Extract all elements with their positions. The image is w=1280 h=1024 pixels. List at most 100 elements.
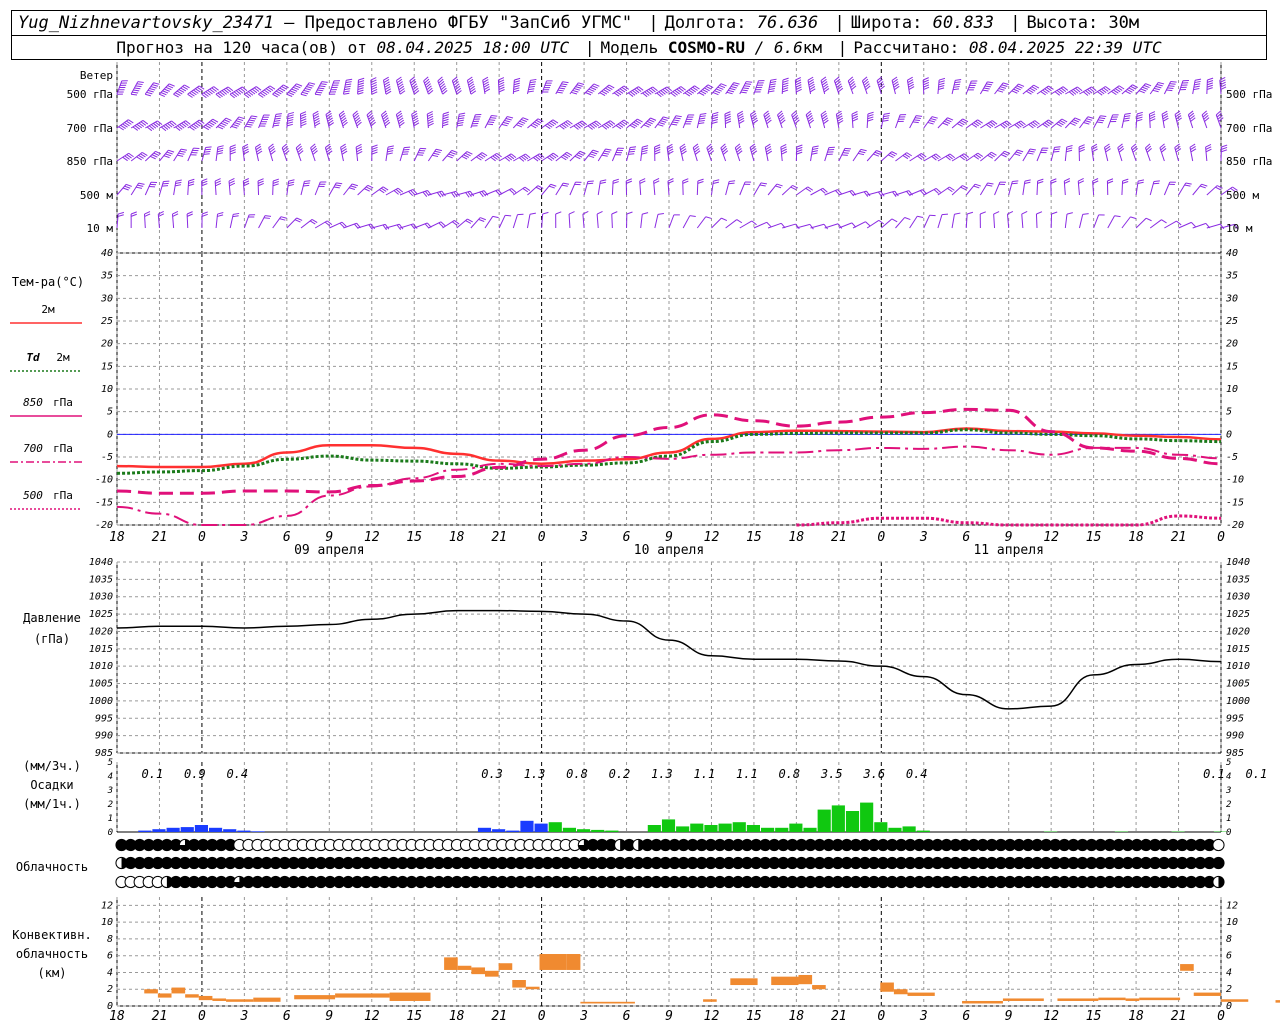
cloud-symbol-fill bbox=[1095, 857, 1107, 869]
wind-barb-feather bbox=[284, 150, 290, 155]
cloud-symbol-fill bbox=[1095, 839, 1107, 851]
wind-barb-feather bbox=[867, 111, 874, 115]
press-tick-left: 1000 bbox=[89, 696, 113, 707]
wind-barb-feather bbox=[437, 76, 443, 82]
conv-axis-hour-label: 12 bbox=[704, 1009, 720, 1024]
provider-text: Предоставлено ФГБУ "ЗапСиб УГМС" bbox=[304, 13, 633, 33]
cloud-symbol-fill bbox=[868, 876, 880, 888]
wind-barb-feather bbox=[204, 151, 211, 153]
wind-barb-feather bbox=[221, 90, 227, 95]
cloud-symbol-fill bbox=[1176, 839, 1188, 851]
precip-sum-label: 0.4 bbox=[906, 767, 928, 781]
wind-barb-feather bbox=[217, 212, 224, 215]
wind-barb-staff bbox=[951, 214, 955, 229]
wind-barb-feather bbox=[987, 182, 994, 185]
precip-sum-label: 3.6 bbox=[862, 767, 885, 781]
wind-barb-staff bbox=[796, 223, 811, 229]
wind-barb-feather bbox=[519, 120, 526, 124]
wind-barb-feather bbox=[300, 118, 307, 122]
wind-panel-title: Ветер bbox=[80, 69, 113, 82]
wind-barb-feather bbox=[904, 217, 911, 221]
wind-barb-feather bbox=[931, 116, 938, 119]
wind-barb-feather bbox=[274, 117, 281, 120]
wind-barb-feather bbox=[409, 76, 415, 82]
wind-barb-feather bbox=[201, 211, 208, 215]
precip-tick-right: 2 bbox=[1226, 800, 1231, 810]
wind-barb-staff bbox=[1178, 221, 1192, 229]
wind-barb-feather bbox=[534, 121, 540, 126]
wind-barb-feather bbox=[878, 83, 885, 88]
wind-barb-feather bbox=[1012, 180, 1019, 182]
wind-barb-feather bbox=[195, 88, 201, 93]
wind-barb-feather bbox=[764, 112, 770, 118]
wind-barb-feather bbox=[667, 146, 673, 150]
wind-barb-feather bbox=[765, 145, 772, 151]
conv-panel-title-b: облачность bbox=[16, 947, 88, 961]
wind-barb-feather bbox=[412, 189, 418, 195]
wind-barb-feather bbox=[1058, 88, 1065, 94]
wind-barb-feather bbox=[179, 150, 186, 153]
press-tick-left: 990 bbox=[95, 731, 113, 742]
wind-barb-feather bbox=[634, 88, 640, 94]
cloud-symbol-fill bbox=[143, 857, 155, 869]
wind-barb-staff bbox=[1135, 217, 1147, 229]
wind-barb-feather bbox=[792, 115, 799, 120]
wind-barb-feather bbox=[287, 111, 295, 115]
wind-barb-feather bbox=[1149, 111, 1156, 115]
wind-barb-feather bbox=[130, 211, 137, 215]
conv-axis-hour-label: 15 bbox=[746, 1009, 762, 1024]
press-tick-right: 1025 bbox=[1226, 609, 1250, 620]
wind-barb-feather bbox=[796, 88, 802, 93]
wind-barb-feather bbox=[566, 151, 573, 156]
wind-barb-feather bbox=[1078, 180, 1085, 184]
wind-barb-feather bbox=[630, 146, 637, 148]
cloud-symbol-fill bbox=[877, 839, 889, 851]
wind-barb-feather bbox=[314, 93, 322, 96]
cloud-symbol-fill bbox=[832, 857, 844, 869]
wind-barb-feather bbox=[714, 90, 721, 94]
wind-barb-feather bbox=[821, 81, 828, 86]
cloud-symbol-fill bbox=[940, 857, 953, 869]
temp-axis-hour-label: 21 bbox=[831, 530, 847, 545]
wind-barb-feather bbox=[599, 92, 606, 97]
wind-barb-feather bbox=[427, 111, 433, 115]
cloud-symbol-fill bbox=[324, 857, 336, 869]
temp-axis-hour-label: 0 bbox=[877, 530, 885, 545]
convective-bar bbox=[771, 976, 799, 986]
wind-barb-feather bbox=[396, 110, 402, 115]
forecast-from: 08.04.2025 18:00 UTC bbox=[376, 38, 570, 57]
cloud-symbol-fill bbox=[705, 876, 717, 888]
wind-barb-feather bbox=[1048, 85, 1054, 90]
cloud-symbol-fill bbox=[859, 876, 871, 888]
wind-barb-feather bbox=[311, 148, 318, 153]
wind-barb-feather bbox=[615, 91, 622, 96]
wind-barb-feather bbox=[483, 81, 489, 86]
wind-barb-feather bbox=[837, 117, 844, 122]
wind-barb-feather bbox=[945, 119, 952, 123]
wind-barb-staff bbox=[782, 223, 796, 229]
wind-barb-feather bbox=[1145, 145, 1152, 151]
cloud-symbol-fill bbox=[415, 857, 427, 869]
wind-barb-feather bbox=[242, 146, 249, 150]
wind-barb-feather bbox=[790, 186, 797, 191]
wind-barb-feather bbox=[548, 122, 555, 127]
wind-barb-feather bbox=[1124, 115, 1131, 118]
wind-barb-feather bbox=[588, 155, 595, 159]
wind-barb-feather bbox=[923, 86, 930, 90]
wind-barb-feather bbox=[944, 120, 950, 124]
wind-barb-feather bbox=[371, 151, 378, 155]
cloud-symbol-fill bbox=[1095, 876, 1107, 888]
temp-axis-hour-label: 15 bbox=[746, 530, 762, 545]
cloud-symbol-fill bbox=[913, 876, 925, 888]
convective-bar bbox=[226, 999, 254, 1002]
wind-barb-feather bbox=[650, 117, 657, 121]
precip-bar bbox=[562, 827, 576, 832]
wind-barb-feather bbox=[441, 190, 446, 197]
station-name: Yug_Nizhnevartovsky_23471 bbox=[18, 13, 274, 33]
wind-barb-feather bbox=[973, 122, 980, 127]
cloud-symbol-fill bbox=[1149, 857, 1161, 869]
wind-barb-feather bbox=[605, 148, 612, 151]
cloud-symbol-fill bbox=[1040, 876, 1052, 888]
wind-barb-feather bbox=[1059, 120, 1066, 124]
cloud-symbol-fill bbox=[387, 857, 400, 869]
